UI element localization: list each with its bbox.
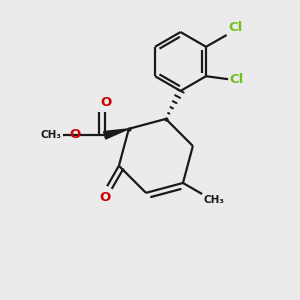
Text: Cl: Cl <box>230 73 244 86</box>
Text: O: O <box>70 128 81 141</box>
Text: O: O <box>100 96 112 109</box>
Text: CH₃: CH₃ <box>204 196 225 206</box>
Text: Cl: Cl <box>228 20 243 34</box>
Text: CH₃: CH₃ <box>40 130 61 140</box>
Polygon shape <box>104 129 129 139</box>
Text: O: O <box>99 190 110 204</box>
